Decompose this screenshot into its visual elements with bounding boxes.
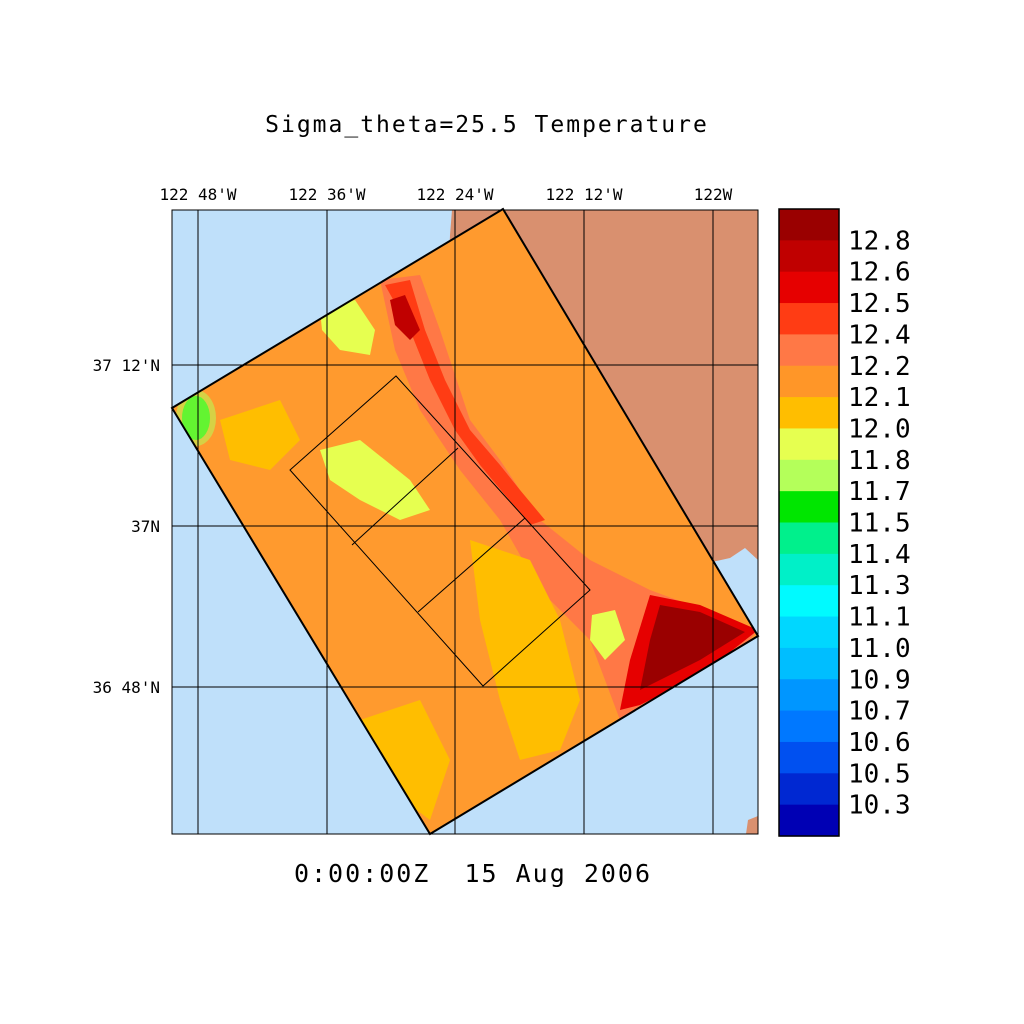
cool-patch-south xyxy=(590,610,625,660)
colorbar-swatch xyxy=(779,585,839,618)
colorbar: 12.812.612.512.412.212.112.011.811.711.5… xyxy=(778,208,911,837)
colorbar-label: 10.6 xyxy=(848,728,911,758)
plot-frame xyxy=(171,209,759,835)
colorbar-label: 11.3 xyxy=(848,571,911,601)
colorbar-swatch xyxy=(779,303,839,335)
colorbar-label: 12.6 xyxy=(848,258,911,288)
lon-tick-label: 122 48'W xyxy=(159,185,236,204)
lon-tick-label: 122 12'W xyxy=(545,185,622,204)
colorbar-swatch xyxy=(779,522,839,555)
colorbar-swatch xyxy=(779,428,839,461)
warm-eddy-core xyxy=(640,605,745,690)
colorbar-swatch xyxy=(779,616,839,649)
gold-band-offshore xyxy=(470,540,580,760)
cool-patch-north xyxy=(320,300,375,355)
colorbar-label: 11.7 xyxy=(848,477,911,507)
graticule xyxy=(172,210,758,834)
colorbar-swatch xyxy=(779,334,839,367)
colorbar-label: 11.1 xyxy=(848,603,911,633)
subdomain-divider-2 xyxy=(417,517,526,613)
colorbar-swatch xyxy=(779,741,839,774)
colorbar-swatch xyxy=(779,365,839,398)
colorbar-swatch xyxy=(779,710,839,743)
lon-tick-label: 122W xyxy=(694,185,733,204)
gold-band-west xyxy=(220,400,300,470)
colorbar-swatch xyxy=(779,804,839,837)
colorbar-label: 10.7 xyxy=(848,697,911,727)
lat-tick-label: 37 12'N xyxy=(93,356,160,375)
colorbar-label: 12.2 xyxy=(848,352,911,382)
colorbar-swatch xyxy=(779,491,839,524)
timestamp-label: 0:00:00Z 15 Aug 2006 xyxy=(294,859,652,888)
colorbar-label: 10.9 xyxy=(848,665,911,695)
colorbar-label: 12.4 xyxy=(848,320,911,350)
colorbar-label: 11.4 xyxy=(848,540,911,570)
colorbar-label: 10.5 xyxy=(848,759,911,789)
subdomain-divider-1 xyxy=(351,447,459,546)
colorbar-label: 12.0 xyxy=(848,414,911,444)
colorbar-label: 11.0 xyxy=(848,634,911,664)
colorbar-swatch xyxy=(779,553,839,586)
land-fragment xyxy=(746,816,758,834)
subdomain-outline xyxy=(289,375,591,687)
coastal-red-core xyxy=(390,295,420,340)
colorbar-frame xyxy=(778,208,840,837)
colorbar-swatch xyxy=(779,397,839,430)
map-title: Sigma_theta=25.5 Temperature xyxy=(265,112,709,138)
colorbar-label: 11.8 xyxy=(848,446,911,476)
coastal-hot-band xyxy=(385,280,545,525)
lat-tick-label: 37N xyxy=(131,517,160,536)
colorbar-label: 12.1 xyxy=(848,383,911,413)
colorbar-label: 12.5 xyxy=(848,289,911,319)
colorbar-swatch xyxy=(779,209,839,241)
gold-band-southwest xyxy=(360,700,450,820)
cool-patch-center xyxy=(320,440,430,520)
lat-tick-label: 36 48'N xyxy=(93,678,160,697)
colorbar-swatch xyxy=(779,271,839,304)
colorbar-swatch xyxy=(779,679,839,712)
colorbar-swatch xyxy=(779,647,839,680)
lon-tick-label: 122 36'W xyxy=(288,185,365,204)
lon-tick-label: 122 24'W xyxy=(416,185,493,204)
colorbar-swatch xyxy=(779,240,839,273)
colorbar-swatch xyxy=(779,773,839,806)
colorbar-label: 11.5 xyxy=(848,509,911,539)
colorbar-swatch xyxy=(779,459,839,492)
colorbar-label: 10.3 xyxy=(848,791,911,821)
colorbar-label: 12.8 xyxy=(848,226,911,256)
